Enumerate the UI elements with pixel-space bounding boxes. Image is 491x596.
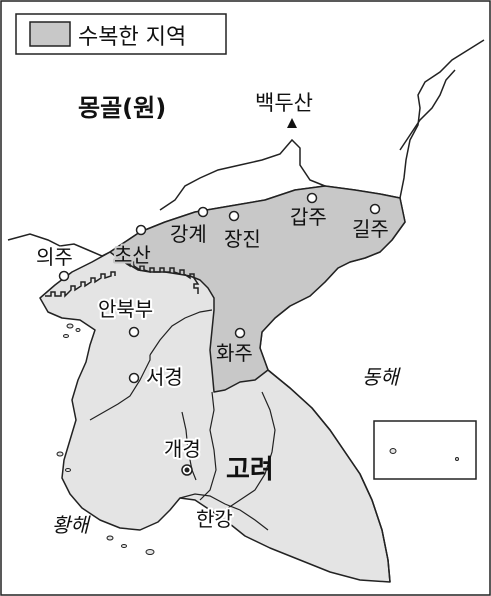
northern-river <box>159 138 326 211</box>
goryeo-label: 고려 <box>226 455 274 485</box>
marker-gilju <box>369 203 381 215</box>
marker-uiju <box>58 270 70 282</box>
label-gaegyeong: 개경 <box>164 437 201 461</box>
label-ganggye: 강계 <box>170 222 207 246</box>
label-seogyeong: 서경 <box>146 365 183 389</box>
marker-anbukbu <box>128 326 140 338</box>
marker-jangjin <box>228 210 240 222</box>
island <box>106 535 114 541</box>
recovered-region <box>109 185 406 393</box>
east-coast <box>267 369 391 583</box>
label-anbukbu: 안북부 <box>98 297 153 321</box>
inset-island-ulleungdo <box>389 448 397 454</box>
river-2 <box>89 355 151 421</box>
label-jangjin: 장진 <box>224 227 261 251</box>
inset-box <box>373 420 477 480</box>
label-hwaju: 화주 <box>216 341 253 365</box>
label-chosan: 초산 <box>114 243 151 267</box>
legend-swatch <box>29 21 71 47</box>
river-3 <box>181 411 197 481</box>
island <box>65 468 71 472</box>
river-1 <box>149 309 213 356</box>
fortification-line-center <box>123 261 200 294</box>
mongol-label: 몽골(원) <box>78 94 166 122</box>
island <box>66 323 74 329</box>
marker-ganggye <box>197 206 209 218</box>
northern-coast-line <box>399 69 456 151</box>
island <box>75 328 81 332</box>
marker-gaegyeong-center <box>184 467 190 473</box>
legend-label: 수복한 지역 <box>78 25 186 50</box>
marker-hwaju <box>234 327 246 339</box>
island <box>56 451 64 457</box>
island <box>63 334 69 338</box>
river-4 <box>199 391 217 501</box>
inset-island-dokdo <box>455 457 459 461</box>
mountain-label: 백두산 <box>255 91 313 115</box>
east-sea-label: 동해 <box>362 365 401 389</box>
river-5 <box>224 391 276 511</box>
tumen-border <box>399 39 485 199</box>
label-gapju: 갑주 <box>290 205 327 229</box>
island <box>145 549 155 555</box>
yellow-sea-label: 황해 <box>52 513 91 537</box>
label-uiju: 의주 <box>36 245 73 269</box>
han-river <box>179 493 269 531</box>
marker-seogyeong <box>128 372 140 384</box>
fortification-line-west <box>45 271 116 298</box>
island <box>121 544 127 548</box>
mongol-land-coast <box>7 233 111 257</box>
label-gilju: 길주 <box>352 217 389 241</box>
mountain-icon <box>287 118 297 128</box>
marker-gapju <box>306 192 318 204</box>
label-hangang: 한강 <box>196 507 233 531</box>
marker-chosan <box>135 224 147 236</box>
